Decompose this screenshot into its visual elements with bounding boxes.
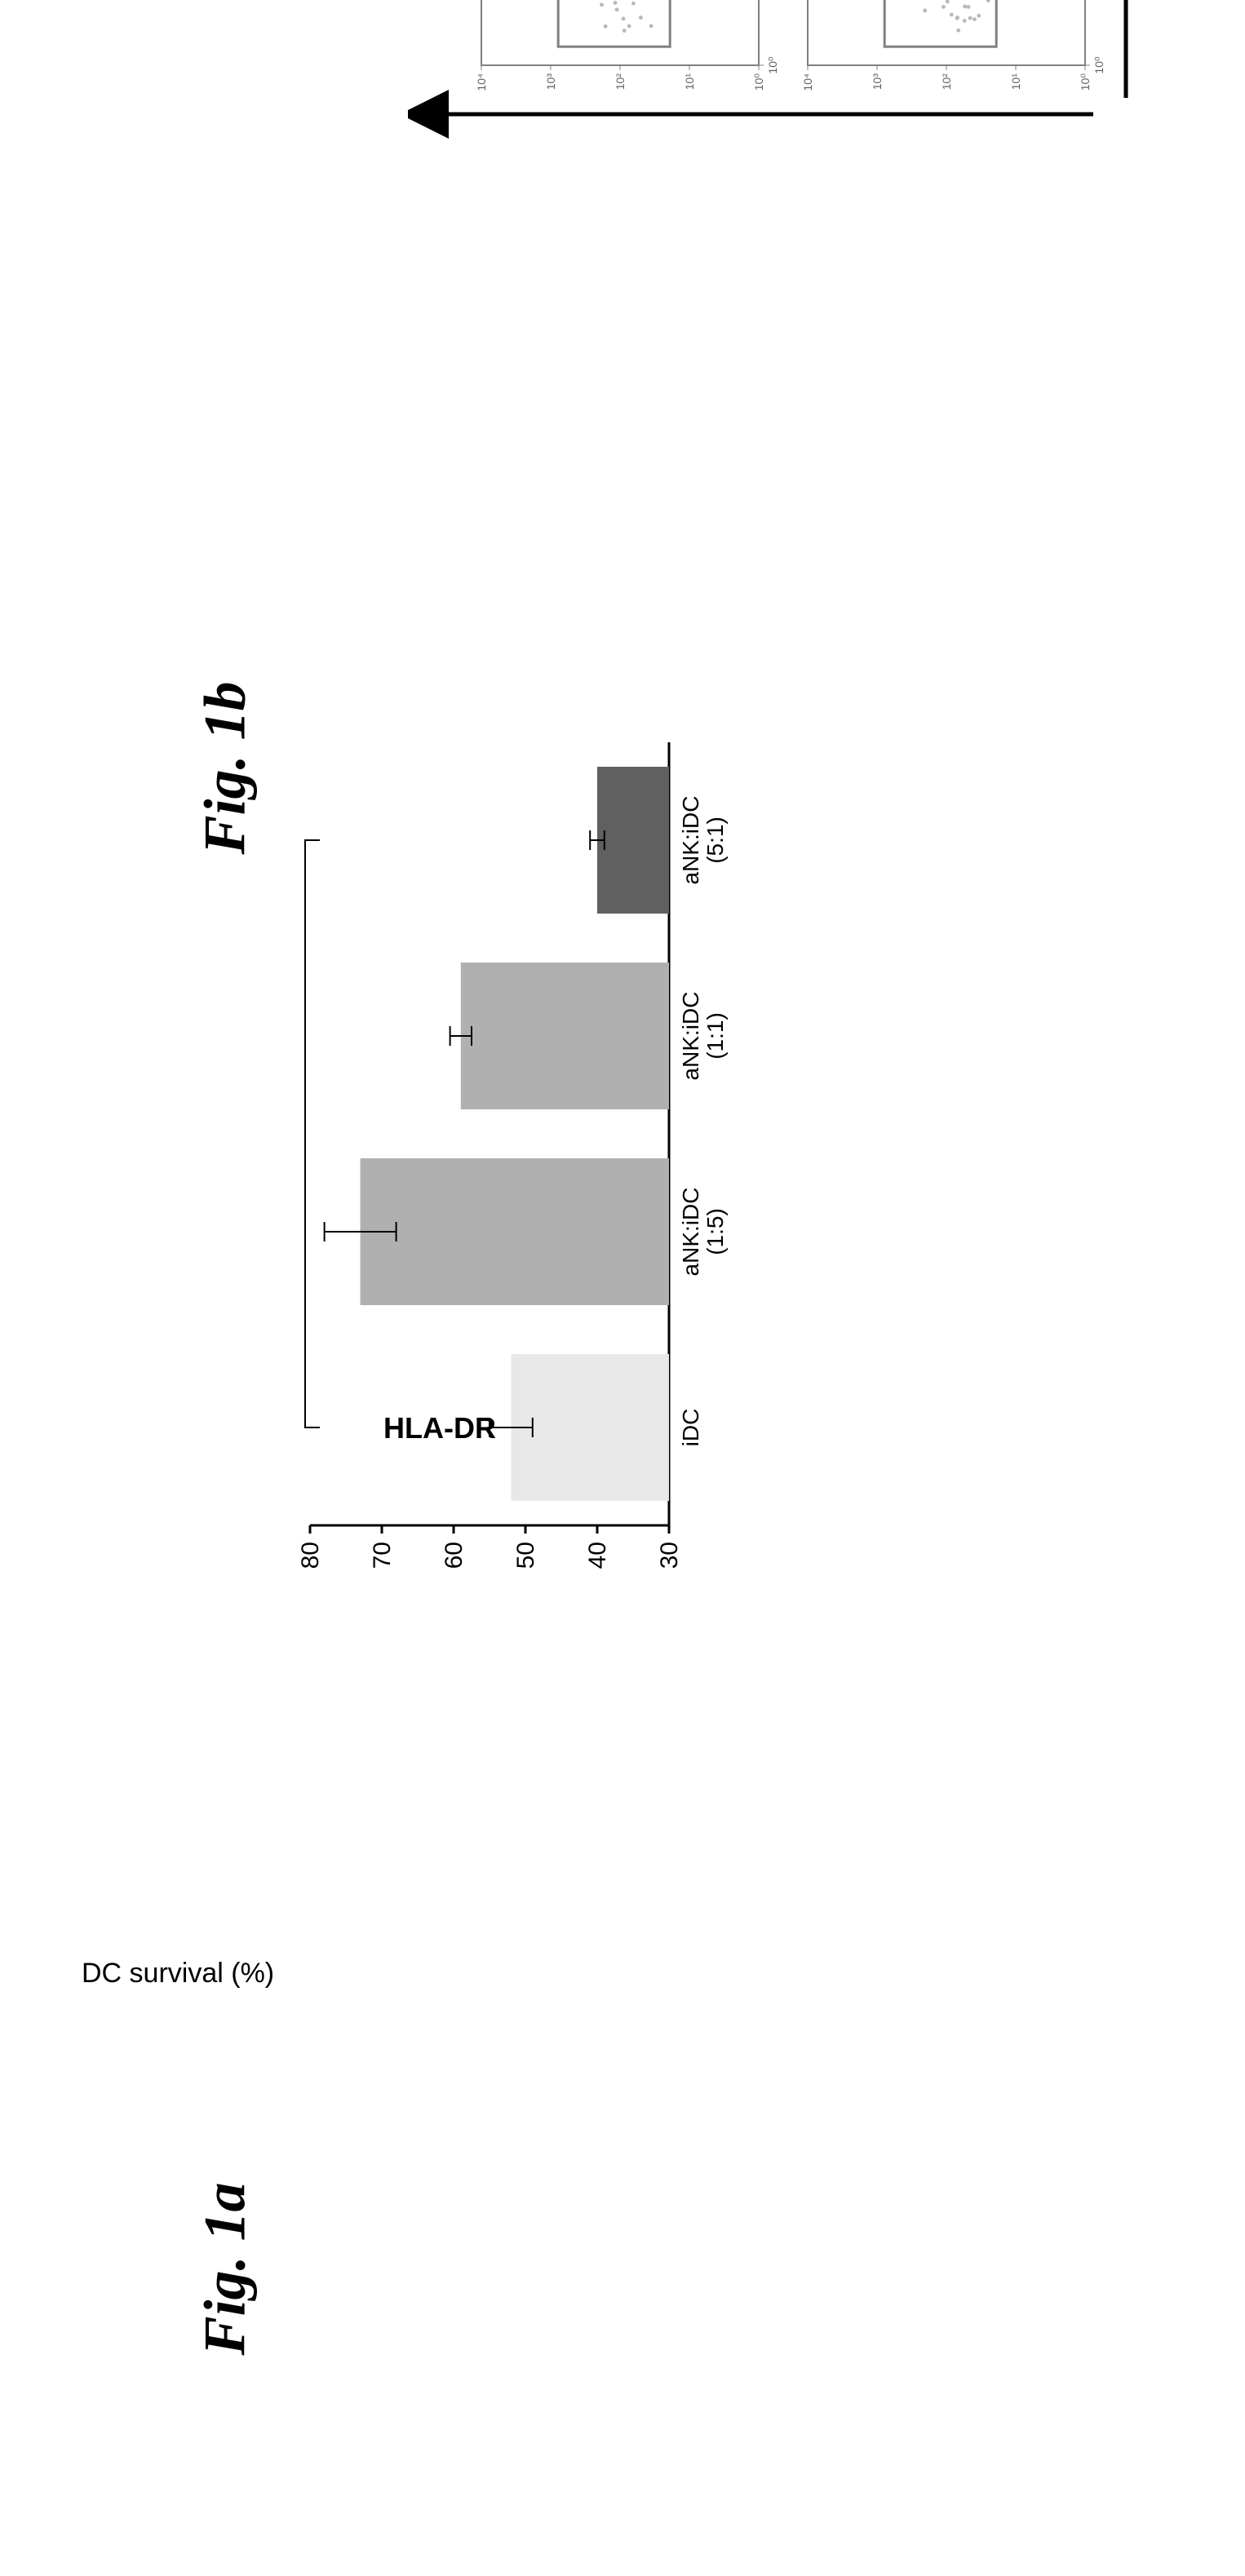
svg-text:10²: 10²: [614, 73, 627, 91]
bar-0: [511, 1354, 669, 1501]
svg-text:40: 40: [584, 1542, 611, 1569]
svg-text:10⁴: 10⁴: [475, 73, 488, 91]
barchart-svg: 304050607080 iDCaNK:iDC(1:5)aNK:iDC(1:1)…: [294, 669, 751, 1599]
fig1a-barchart: 304050607080 iDCaNK:iDC(1:5)aNK:iDC(1:1)…: [294, 669, 783, 1599]
svg-text:aNK:iDC: aNK:iDC: [678, 796, 703, 885]
svg-text:50: 50: [512, 1542, 539, 1569]
bar-2: [461, 963, 669, 1109]
y-ticks: 30 40 50 60 70 80: [297, 1525, 683, 1569]
significance-bracket: *: [294, 840, 320, 1427]
svg-text:(1:1): (1:1): [702, 1012, 728, 1060]
svg-text:10¹: 10¹: [683, 73, 696, 91]
bar-1: [361, 1158, 669, 1305]
svg-text:aNK:iDC: aNK:iDC: [678, 1188, 703, 1277]
svg-text:60: 60: [441, 1542, 467, 1569]
svg-text:30: 30: [656, 1542, 683, 1569]
svg-text:iDC: iDC: [678, 1409, 703, 1447]
svg-text:*: *: [294, 1127, 306, 1140]
bars: iDCaNK:iDC(1:5)aNK:iDC(1:1)aNK:iDC(5:1): [325, 767, 728, 1501]
svg-text:80: 80: [297, 1542, 324, 1569]
fig1b-flow-grid: CD86 15.310⁰10⁰10¹10¹10²10²10³10³10⁴10⁴2…: [408, 0, 1245, 147]
bar-3: [597, 767, 669, 914]
ylabel-text: DC survival (%): [82, 1958, 274, 1989]
svg-text:70: 70: [369, 1542, 396, 1569]
svg-text:10³: 10³: [871, 73, 884, 91]
svg-text:(5:1): (5:1): [702, 817, 728, 864]
flow-panels: 15.310⁰10⁰10¹10¹10²10²10³10³10⁴10⁴21.610…: [475, 0, 1105, 91]
svg-text:10⁰: 10⁰: [1092, 56, 1105, 74]
flow-panel-1-0: [808, 0, 1085, 65]
fig1a-caption: Fig. 1a: [192, 2182, 259, 2355]
svg-text:(1:5): (1:5): [702, 1208, 728, 1255]
svg-text:10⁰: 10⁰: [752, 73, 765, 91]
dc-survival-axis-label: DC survival (%): [82, 1958, 274, 1990]
flowgrid-svg: CD86 15.310⁰10⁰10¹10¹10²10²10³10³10⁴10⁴2…: [408, 0, 1224, 147]
svg-text:10³: 10³: [544, 73, 557, 91]
svg-text:10¹: 10¹: [1009, 73, 1022, 91]
figure-page: Fig. 1a Fig. 1b HLA-DR DC survival (%) 3…: [33, 33, 1245, 2576]
fig1b-caption: Fig. 1b: [192, 681, 259, 854]
svg-text:10⁰: 10⁰: [1079, 73, 1092, 91]
svg-text:10⁰: 10⁰: [766, 56, 779, 74]
flow-panel-0-0: [481, 0, 759, 65]
svg-text:10²: 10²: [940, 73, 953, 91]
svg-text:aNK:iDC: aNK:iDC: [678, 992, 703, 1081]
svg-text:10⁴: 10⁴: [801, 73, 814, 91]
